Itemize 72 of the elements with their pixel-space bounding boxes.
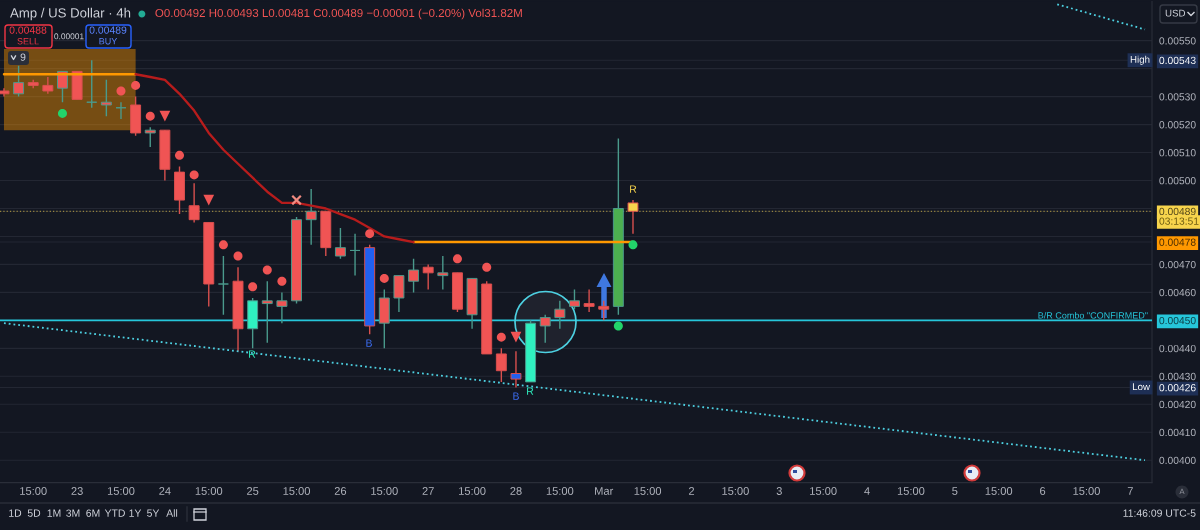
y-tick-label: 0.00510 bbox=[1159, 149, 1196, 157]
y-tick-label: 0.00426 bbox=[1159, 384, 1196, 392]
text: 11:46:09 UTC-5 bbox=[1123, 509, 1196, 517]
text: O0.00492 H0.00493 L0.00481 C0.00489 −0.00001 (−0.20%) Vol31.82M bbox=[155, 8, 522, 20]
text: All bbox=[166, 509, 178, 517]
text: 1Y bbox=[129, 509, 142, 517]
text: 1D bbox=[9, 509, 22, 517]
x-tick-label: 7 bbox=[1127, 487, 1133, 495]
annotation: 0.00489 bbox=[89, 26, 127, 34]
y-tick-label: 0.00489 bbox=[1159, 207, 1196, 216]
x-tick-label: 2 bbox=[688, 487, 695, 495]
y-tick-label: 0.00450 bbox=[1159, 316, 1196, 325]
x-tick-label: 25 bbox=[247, 487, 259, 495]
chart-title: Amp / US Dollar · 4h bbox=[10, 7, 131, 21]
text: 03:13:51 bbox=[1159, 217, 1199, 225]
x-tick-label: 26 bbox=[334, 487, 347, 495]
text: YTD bbox=[104, 509, 125, 517]
x-tick-label: 15:00 bbox=[985, 487, 1013, 495]
text: 5D bbox=[27, 509, 41, 517]
y-tick-label: 0.00543 bbox=[1159, 56, 1196, 65]
x-tick-label: 24 bbox=[159, 487, 171, 495]
y-tick-label: 0.00400 bbox=[1159, 456, 1196, 465]
x-tick-label: 15:00 bbox=[634, 487, 662, 495]
annotation: 0.00488 bbox=[9, 26, 47, 34]
x-tick-label: 15:00 bbox=[107, 487, 135, 495]
y-tick-label: 0.00430 bbox=[1159, 372, 1196, 381]
x-tick-label: 15:00 bbox=[897, 487, 925, 495]
y-tick-label: 0.00520 bbox=[1159, 121, 1196, 129]
x-tick-label: 5 bbox=[952, 487, 958, 495]
x-tick-label: 27 bbox=[422, 487, 434, 495]
x-tick-label: 15:00 bbox=[283, 487, 310, 495]
y-tick-label: 0.00410 bbox=[1159, 428, 1196, 437]
annotation: SELL bbox=[17, 38, 39, 45]
text: 3M bbox=[66, 509, 80, 517]
x-tick-label: 15:00 bbox=[195, 487, 223, 495]
x-tick-label: 3 bbox=[776, 487, 782, 495]
x-tick-label: 15:00 bbox=[20, 487, 47, 495]
x-tick-label: 4 bbox=[864, 487, 870, 495]
x-tick-label: Mar bbox=[595, 487, 614, 495]
x-tick-label: 23 bbox=[71, 487, 83, 495]
text: USD bbox=[1165, 9, 1186, 17]
y-tick-label: 0.00530 bbox=[1159, 93, 1196, 101]
y-tick-label: 0.00420 bbox=[1159, 400, 1196, 409]
annotation: High bbox=[1130, 55, 1150, 65]
y-tick-label: 0.00550 bbox=[1159, 37, 1196, 45]
y-tick-label: 0.00460 bbox=[1159, 288, 1196, 297]
y-tick-label: 0.00470 bbox=[1159, 260, 1196, 269]
x-tick-label: 6 bbox=[1040, 487, 1046, 495]
annotation: R bbox=[527, 387, 534, 395]
annotation: 0.00001 bbox=[54, 33, 84, 40]
x-tick-label: 28 bbox=[510, 487, 522, 495]
y-tick-label: 0.00500 bbox=[1159, 177, 1196, 185]
annotation: R bbox=[630, 185, 637, 193]
annotation: B bbox=[513, 392, 519, 400]
x-tick-label: 15:00 bbox=[371, 487, 398, 495]
annotation: B bbox=[366, 339, 372, 347]
text: 5Y bbox=[147, 509, 160, 517]
text: 6M bbox=[86, 509, 100, 517]
y-tick-label: 0.00440 bbox=[1159, 344, 1196, 353]
x-tick-label: 15:00 bbox=[459, 487, 486, 495]
text: 1M bbox=[47, 509, 61, 517]
ref-line-label: B/R Combo "CONFIRMED" bbox=[1038, 311, 1148, 319]
annotation: Low bbox=[1132, 383, 1151, 391]
x-tick-label: 15:00 bbox=[546, 487, 574, 495]
line-series bbox=[134, 73, 415, 244]
y-tick-label: 0.00478 bbox=[1159, 238, 1196, 246]
x-tick-label: 15:00 bbox=[810, 487, 837, 495]
annotation: R bbox=[249, 350, 256, 358]
x-tick-label: 15:00 bbox=[722, 487, 749, 495]
x-tick-label: 15:00 bbox=[1073, 487, 1100, 495]
annotation: BUY bbox=[99, 38, 118, 45]
annotation: 9 bbox=[20, 53, 26, 61]
